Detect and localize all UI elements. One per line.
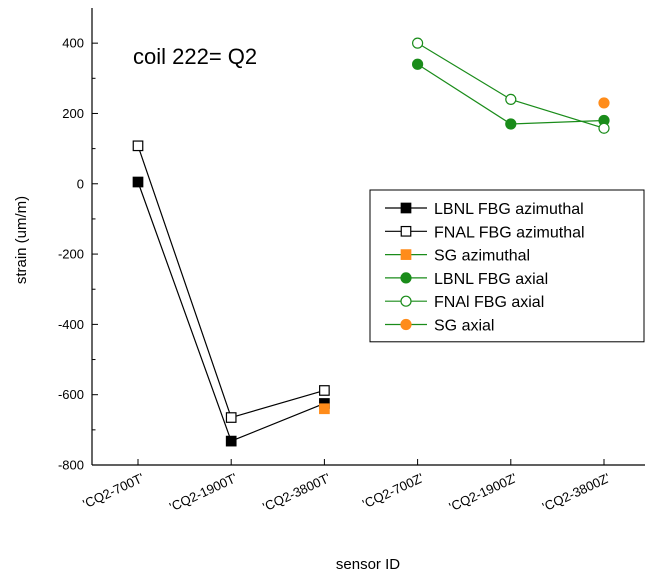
series-line (137, 181, 325, 442)
data-point (598, 97, 610, 109)
legend-marker (400, 318, 412, 331)
series-group (132, 140, 330, 423)
data-point (319, 403, 330, 415)
legend-marker (400, 249, 412, 260)
x-tick-label: 'CQ2-1900Z' (447, 470, 519, 514)
y-ticks: -800 -600 -400 -200 0 200 400 (58, 36, 98, 473)
y-tick-label: -200 (58, 247, 84, 262)
y-tick-label: -400 (58, 317, 84, 332)
legend-label: SG axial (434, 318, 494, 335)
legend-item: LBNL FBG axial (385, 271, 548, 288)
axes (91, 8, 645, 466)
x-tick-label: 'CQ2-3800Z' (540, 470, 612, 514)
y-tick-label: 0 (77, 176, 84, 191)
series-line (137, 145, 325, 419)
legend-label: FNAL FBG azimuthal (434, 224, 585, 241)
series-group (319, 403, 330, 415)
legend-marker (400, 225, 412, 237)
legend-item: FNAl FBG axial (385, 294, 544, 311)
x-tick-label: 'CQ2-1900T' (167, 470, 239, 514)
legend-box (369, 189, 645, 343)
x-tick-label: 'CQ2-700Z' (360, 470, 426, 511)
data-point (412, 37, 424, 49)
data-point (505, 118, 517, 130)
series-line (417, 42, 605, 129)
y-tick-label: 200 (62, 106, 84, 121)
y-axis-title: strain (um/m) (13, 196, 30, 284)
series-group (598, 97, 610, 109)
data-point (319, 385, 330, 396)
x-tick-label: 'CQ2-700T' (80, 470, 146, 511)
legend-marker (400, 272, 412, 284)
data-point (505, 93, 517, 106)
legend-marker (400, 295, 412, 307)
legend-marker (400, 202, 412, 214)
x-ticks: 'CQ2-700T' 'CQ2-1900T' 'CQ2-3800T' 'CQ2-700… (80, 459, 612, 515)
legend: LBNL FBG azimuthal FNAL FBG azimuthal SG a… (369, 189, 645, 343)
series-group (412, 58, 610, 130)
x-tick-label: 'CQ2-3800T' (260, 470, 332, 514)
data-point (132, 140, 144, 152)
series-group (132, 37, 610, 447)
legend-label: SG azimuthal (434, 248, 530, 265)
x-axis-title: sensor ID (336, 556, 400, 573)
series-group (412, 37, 610, 134)
legend-item: SG axial (385, 318, 494, 335)
data-point (412, 58, 424, 70)
legend-label: LBNL FBG azimuthal (434, 201, 584, 218)
legend-item: SG azimuthal (385, 248, 530, 265)
y-tick-label: 400 (62, 36, 84, 51)
legend-label: FNAl FBG axial (434, 294, 544, 311)
legend-label: LBNL FBG axial (434, 271, 548, 288)
chart-annotation: coil 222= Q2 (133, 44, 257, 69)
data-point (225, 412, 237, 423)
data-point (598, 122, 610, 134)
y-tick-label: -800 (58, 458, 84, 473)
legend-item: FNAL FBG azimuthal (385, 224, 585, 241)
data-point (132, 176, 144, 188)
data-point (225, 435, 237, 447)
y-tick-label: -600 (58, 387, 84, 402)
legend-item: LBNL FBG azimuthal (385, 201, 584, 218)
